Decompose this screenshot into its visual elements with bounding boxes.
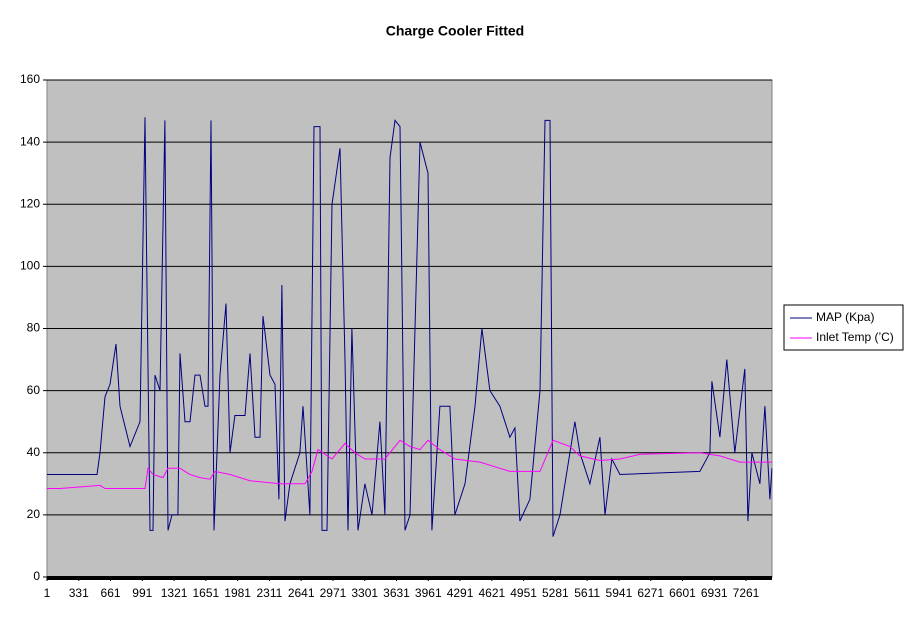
- x-tick-label: 3631: [383, 586, 410, 600]
- x-tick-label: 991: [132, 586, 152, 600]
- legend-label: Inlet Temp (’C): [816, 330, 894, 344]
- x-tick-label: 661: [101, 586, 121, 600]
- legend-label: MAP (Kpa): [816, 310, 874, 324]
- x-tick-label: 5611: [574, 586, 600, 600]
- x-tick-label: 331: [69, 586, 89, 600]
- x-tick-label: 7261: [733, 586, 760, 600]
- x-tick-label: 1651: [193, 586, 220, 600]
- x-tick-label: 2311: [257, 586, 283, 600]
- x-tick-label: 6271: [637, 586, 664, 600]
- y-tick-label: 100: [20, 259, 40, 273]
- x-tick-label: 4951: [510, 586, 537, 600]
- y-tick-label: 160: [20, 72, 40, 86]
- x-tick-label: 2641: [288, 586, 315, 600]
- legend: MAP (Kpa) Inlet Temp (’C): [783, 304, 904, 351]
- y-tick-label: 40: [27, 445, 41, 459]
- chart-title: Charge Cooler Fitted: [386, 23, 524, 39]
- x-tick-label: 1321: [161, 586, 188, 600]
- y-tick-label: 20: [27, 507, 41, 521]
- legend-box: [783, 304, 904, 351]
- x-tick-label: 5941: [606, 586, 633, 600]
- x-tick-label: 6931: [701, 586, 728, 600]
- x-tick-label: 4621: [478, 586, 505, 600]
- x-tick-label: 2971: [320, 586, 347, 600]
- x-tick-label: 1: [44, 586, 51, 600]
- x-tick-label: 5281: [542, 586, 569, 600]
- x-tick-label: 3301: [351, 586, 378, 600]
- x-tick-label: 3961: [415, 586, 442, 600]
- series-line: [47, 439, 772, 489]
- y-tick-label: 0: [33, 569, 40, 583]
- y-tick-label: 80: [27, 321, 41, 335]
- x-axis: [47, 576, 772, 580]
- x-tick-label: 6601: [669, 586, 696, 600]
- y-tick-label: 60: [27, 383, 41, 397]
- y-tick-label: 120: [20, 196, 40, 210]
- y-tick-label: 140: [20, 134, 40, 148]
- x-tick-label: 1981: [224, 586, 251, 600]
- x-tick-label: 4291: [447, 586, 474, 600]
